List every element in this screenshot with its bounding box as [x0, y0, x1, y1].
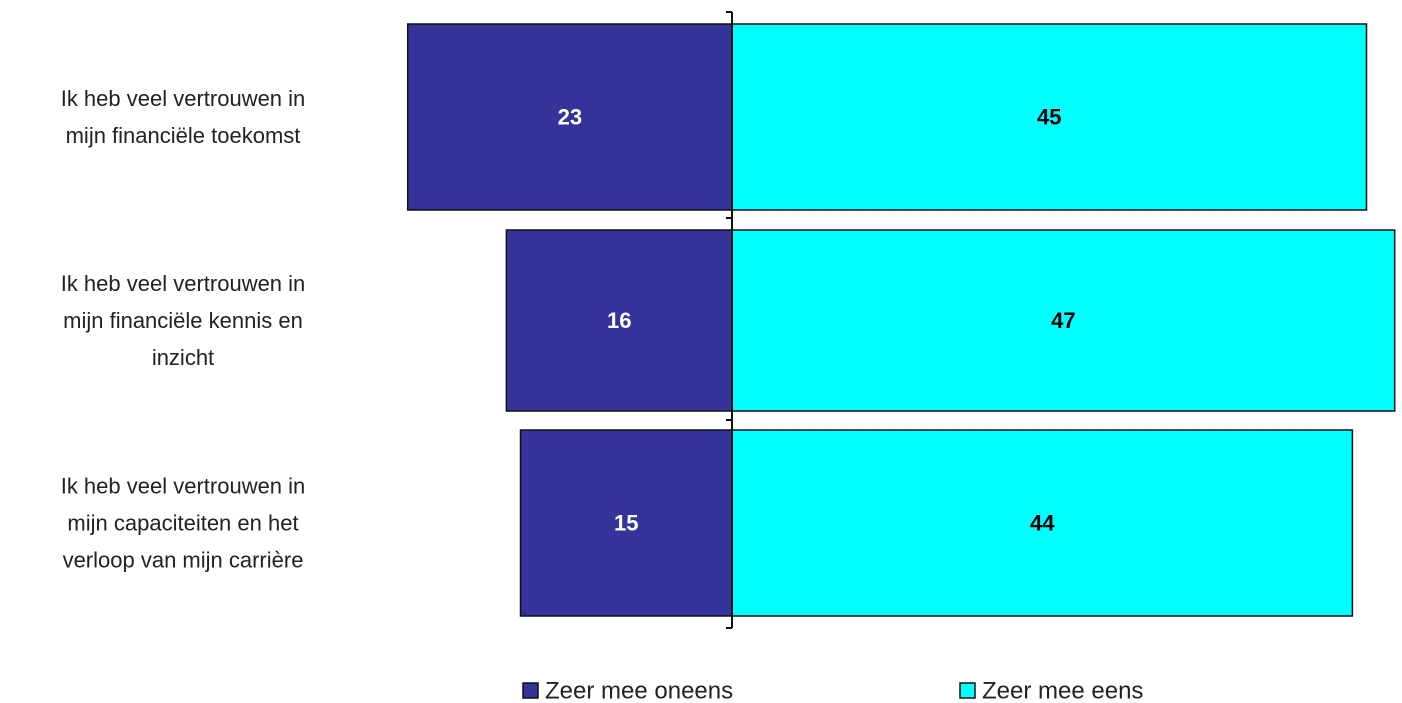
- legend-label: Zeer mee eens: [982, 678, 1143, 703]
- center-axis: [726, 11, 733, 629]
- bars-layer: 23 45 16 47 15 44: [406, 23, 1396, 617]
- value-label-zeer-mee-oneens-2: 16: [607, 308, 631, 333]
- category-label-line: verloop van mijn carrière: [63, 548, 304, 573]
- category-label-line: mijn financiële kennis en: [63, 308, 303, 333]
- category-label-line: Ik heb veel vertrouwen in: [61, 474, 306, 499]
- bar-zeer-mee-eens-3: [731, 429, 1354, 617]
- category-label-line: Ik heb veel vertrouwen in: [61, 271, 306, 296]
- value-label-zeer-mee-oneens-3: 15: [614, 511, 638, 536]
- bar-zeer-mee-oneens-2: [505, 229, 733, 412]
- category-label-line: inzicht: [152, 345, 214, 370]
- value-label-zeer-mee-oneens-1: 23: [558, 105, 582, 130]
- value-label-zeer-mee-eens-2: 47: [1051, 308, 1075, 333]
- category-label-line: mijn financiële toekomst: [66, 123, 301, 148]
- category-label-3: Ik heb veel vertrouwen in mijn capaciteit…: [61, 474, 306, 573]
- bar-zeer-mee-oneens-3: [519, 429, 733, 617]
- legend: Zeer mee oneens Zeer mee eens: [522, 678, 1143, 703]
- category-label-line: Ik heb veel vertrouwen in: [61, 86, 306, 111]
- bar-zeer-mee-oneens-1: [406, 23, 733, 211]
- value-label-zeer-mee-eens-3: 44: [1030, 511, 1055, 536]
- value-label-zeer-mee-eens-1: 45: [1037, 105, 1061, 130]
- category-label-1: Ik heb veel vertrouwen in mijn financiële…: [61, 86, 306, 148]
- category-labels: Ik heb veel vertrouwen in mijn financiële…: [61, 86, 306, 573]
- bar-zeer-mee-eens-2: [731, 229, 1396, 412]
- bar-zeer-mee-eens-1: [731, 23, 1368, 211]
- category-label-line: mijn capaciteiten en het: [67, 511, 298, 536]
- legend-swatch: [959, 682, 976, 699]
- legend-swatch: [522, 682, 539, 699]
- legend-item-2: Zeer mee eens: [959, 678, 1143, 703]
- legend-label: Zeer mee oneens: [545, 678, 733, 703]
- legend-item-1: Zeer mee oneens: [522, 678, 733, 703]
- category-label-2: Ik heb veel vertrouwen in mijn financiële…: [61, 271, 306, 370]
